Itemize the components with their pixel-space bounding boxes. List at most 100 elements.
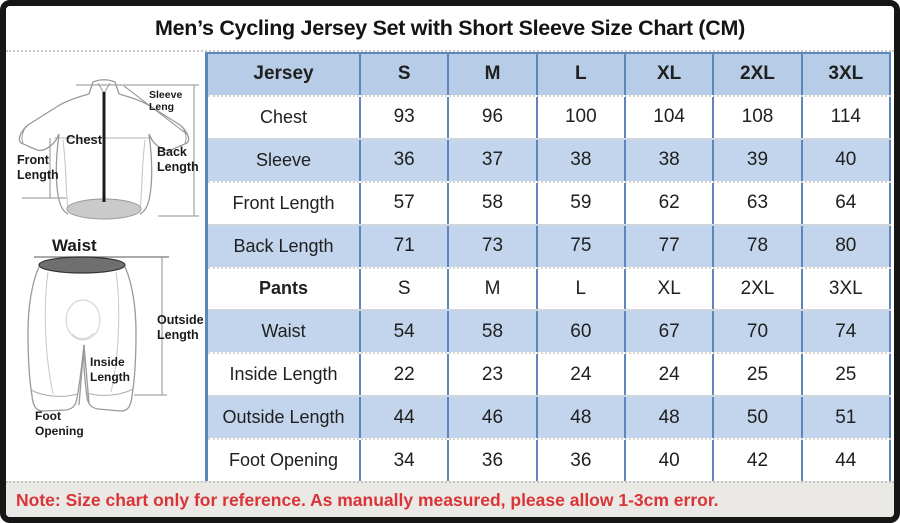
jersey-measure-lines (22, 84, 199, 217)
pants-outside-length-label-line1: Outside (157, 313, 204, 327)
size-value: 71 (361, 225, 450, 267)
pants-outside-length-label-line2: Length (157, 328, 199, 342)
column-header-s: S (361, 54, 450, 95)
column-header-3xl: 3XL (803, 54, 891, 95)
table-row-inside-length: Inside Length 22 23 24 24 25 25 (208, 352, 891, 396)
jersey-sleeve-label-line1: Sleeve (149, 89, 182, 101)
jersey-outline (18, 79, 190, 215)
page-title: Men’s Cycling Jersey Set with Short Slee… (6, 6, 894, 52)
pants-measure-lines (134, 257, 167, 396)
size-value: 3XL (803, 268, 891, 310)
jersey-back-length-label-line1: Back (157, 145, 187, 159)
size-value: 42 (714, 440, 803, 482)
size-value: 75 (538, 225, 626, 267)
size-value: 64 (803, 182, 891, 224)
size-value: 80 (803, 225, 891, 267)
diagram-panel: Sleeve Leng Chest Front Length Back Leng… (6, 52, 205, 481)
size-value: 78 (714, 225, 803, 267)
table-row-waist: Waist 54 58 60 67 70 74 (208, 309, 891, 353)
size-value: 58 (449, 182, 538, 224)
size-value: 63 (714, 182, 803, 224)
size-value: 100 (538, 96, 626, 138)
jersey-front-length-label-line2: Length (17, 168, 59, 182)
column-header-2xl: 2XL (714, 54, 803, 95)
row-label: Waist (208, 311, 361, 353)
pants-outline (27, 266, 137, 412)
size-value: 104 (626, 96, 715, 138)
size-value: 96 (449, 96, 538, 138)
pants-chamois-curve (71, 332, 95, 340)
table-row-foot-opening: Foot Opening 34 36 36 40 42 44 (208, 438, 891, 482)
table-row-chest: Chest 93 96 100 104 108 114 (208, 94, 891, 138)
size-value: XL (626, 268, 715, 310)
size-value: 44 (361, 397, 450, 439)
size-value: 40 (626, 440, 715, 482)
size-value: L (538, 268, 626, 310)
size-value: 48 (626, 397, 715, 439)
note-bar: Note: Size chart only for reference. As … (6, 481, 894, 517)
size-value: 114 (803, 96, 891, 138)
column-header-m: M (449, 54, 538, 95)
size-value: 2XL (714, 268, 803, 310)
pants-foot-opening-label-line2: Opening (35, 424, 84, 438)
size-value: S (361, 268, 450, 310)
size-value: 36 (449, 440, 538, 482)
size-value: 37 (449, 139, 538, 181)
size-value: 44 (803, 440, 891, 482)
column-header-l: L (538, 54, 626, 95)
table-row-front-length: Front Length 57 58 59 62 63 64 (208, 180, 891, 224)
jersey-back-length-label-line2: Length (157, 160, 199, 174)
size-value: 93 (361, 96, 450, 138)
size-value: 70 (714, 311, 803, 353)
column-header-xl: XL (626, 54, 715, 95)
size-value: 74 (803, 311, 891, 353)
size-value: 24 (626, 354, 715, 396)
size-value: 62 (626, 182, 715, 224)
size-value: 36 (361, 139, 450, 181)
size-value: 48 (538, 397, 626, 439)
size-value: 60 (538, 311, 626, 353)
table-row-back-length: Back Length 71 73 75 77 78 80 (208, 223, 891, 267)
pants-foot-opening-label-line1: Foot (35, 409, 61, 423)
size-value: 39 (714, 139, 803, 181)
size-value: 59 (538, 182, 626, 224)
row-label: Outside Length (208, 397, 361, 439)
pants-waistband (38, 256, 126, 274)
pants-inside-length-label-line2: Length (90, 370, 130, 384)
size-value: 58 (449, 311, 538, 353)
size-value: 73 (449, 225, 538, 267)
pants-chamois-pad (65, 299, 101, 341)
row-label: Pants (208, 268, 361, 310)
size-value: 67 (626, 311, 715, 353)
size-value: 46 (449, 397, 538, 439)
table-row-sleeve: Sleeve 36 37 38 38 39 40 (208, 137, 891, 181)
size-value: 77 (626, 225, 715, 267)
size-value: 22 (361, 354, 450, 396)
table-row-header: Jersey S M L XL 2XL 3XL (208, 54, 891, 95)
size-value: 54 (361, 311, 450, 353)
size-value: 38 (626, 139, 715, 181)
row-label: Back Length (208, 225, 361, 267)
size-value: 34 (361, 440, 450, 482)
size-value: M (449, 268, 538, 310)
size-value: 23 (449, 354, 538, 396)
size-value: 36 (538, 440, 626, 482)
garment-diagram: Sleeve Leng Chest Front Length Back Leng… (17, 79, 204, 438)
column-header-jersey: Jersey (208, 54, 361, 95)
size-table: Jersey S M L XL 2XL 3XL Chest 93 96 100 … (205, 52, 891, 482)
pants-waist-label: Waist (52, 236, 97, 255)
row-label: Sleeve (208, 139, 361, 181)
size-value: 25 (803, 354, 891, 396)
row-label: Front Length (208, 182, 361, 224)
jersey-chest-label: Chest (66, 132, 103, 147)
row-label: Chest (208, 96, 361, 138)
table-row-pants: Pants S M L XL 2XL 3XL (208, 266, 891, 310)
size-value: 57 (361, 182, 450, 224)
jersey-front-length-label-line1: Front (17, 153, 50, 167)
size-value: 25 (714, 354, 803, 396)
size-value: 51 (803, 397, 891, 439)
size-value: 50 (714, 397, 803, 439)
jersey-sleeve-label-line2: Leng (149, 101, 174, 113)
content-area: Sleeve Leng Chest Front Length Back Leng… (6, 52, 894, 482)
